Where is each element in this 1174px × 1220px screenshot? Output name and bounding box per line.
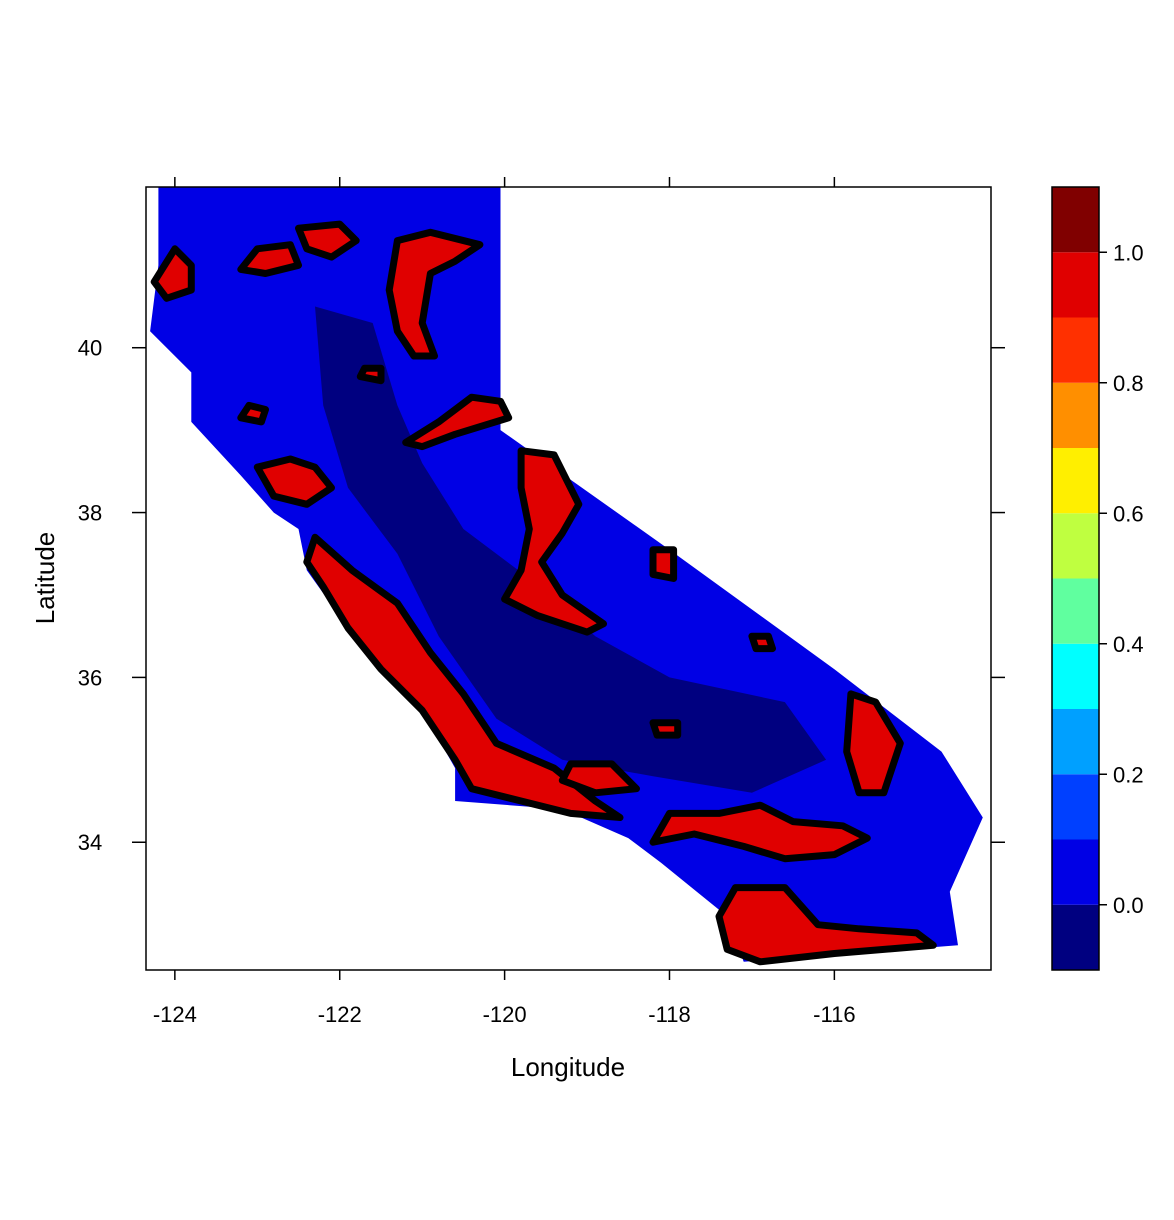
region-peninsular-ranges [715,884,937,966]
colorbar-bin [1052,709,1099,775]
y-axis: 34 36 38 40 [78,336,1005,855]
region-sonoma-ridge [253,455,335,508]
y-tick-label: 34 [78,830,102,855]
colorbar-bin [1052,513,1099,579]
colorbar-bin [1052,774,1099,840]
colorbar-bin [1052,317,1099,383]
colorbar: 0.0 0.2 0.4 0.6 0.8 1.0 [1051,186,1144,971]
colorbar-tick-label: 0.4 [1113,632,1144,657]
colorbar-bin [1052,839,1099,905]
region-white-mountains-peak [649,546,678,582]
colorbar-tick-label: 0.2 [1113,762,1144,787]
colorbar-bin [1052,578,1099,644]
region-diablo-peak [649,719,682,739]
colorbar-tick-label: 0.6 [1113,501,1144,526]
region-cascade-ridge [385,228,484,360]
x-tick-label: -116 [813,1002,855,1027]
region-klamath-peak [237,241,302,277]
colorbar-bin [1052,643,1099,709]
x-axis-label: Longitude [511,1052,625,1082]
region-tehachapi-ridge [558,760,640,797]
colorbar-bin [1052,252,1099,318]
region-trinity-peak [295,220,360,261]
colorbar-bin [1052,448,1099,514]
colorbar-bin [1052,904,1099,970]
region-transverse-ranges [649,801,871,863]
region-coast-ranges [303,533,624,821]
region-sierra-nevada [501,447,607,636]
colorbar-tick-label: 1.0 [1113,240,1144,265]
region-mojave-peak [843,690,904,797]
colorbar-tick-label: 0.0 [1113,893,1144,918]
filled-contour-regions [150,187,983,966]
region-north-coast-peak [150,245,195,302]
x-axis: -124 -122 -120 -118 -116 [153,177,856,1027]
region-lassen-peak [356,364,385,385]
x-tick-label: -118 [648,1002,690,1027]
region-tahoe-ridge [402,393,513,451]
y-axis-label: Latitude [30,532,60,625]
colorbar-tick-label: 0.8 [1113,371,1144,396]
x-tick-label: -122 [318,1002,362,1027]
region-central-valley-low [315,306,827,793]
plot-frame [145,186,992,971]
region-panamint-peak [748,632,776,653]
x-tick-label: -120 [483,1002,527,1027]
x-tick-label: -124 [153,1002,197,1027]
colorbar-frame [1051,186,1100,971]
y-tick-label: 36 [78,665,102,690]
y-tick-label: 38 [78,501,102,526]
y-tick-label: 40 [78,336,102,361]
region-mendocino-peak [237,401,269,426]
colorbar-bin [1052,187,1099,253]
colorbar-bin [1052,382,1099,448]
